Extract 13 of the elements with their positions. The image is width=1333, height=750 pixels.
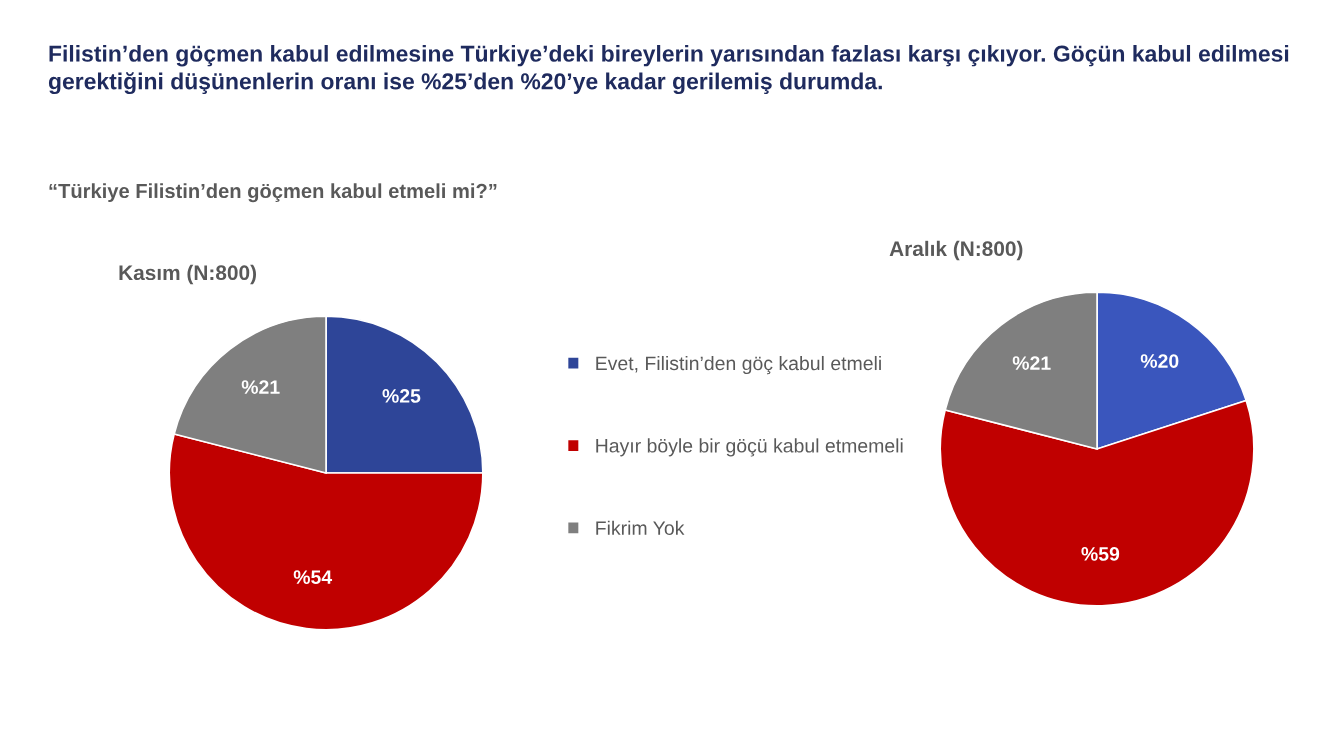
legend-label: Fikrim Yok xyxy=(596,520,685,535)
data-label: %20 xyxy=(1140,354,1179,368)
data-label: %25 xyxy=(382,389,421,403)
legend-label: Hayır böyle bir göçü kabul etmemeli xyxy=(596,438,903,457)
data-label: %21 xyxy=(1012,356,1051,370)
legend-label: Evet, Filistin’den göç kabul etmeli xyxy=(596,355,881,375)
chart-title: Aralık (N:800) xyxy=(889,240,1023,261)
text: “Türkiye Filistin’den göçmen kabul etmeli mi?” xyxy=(49,183,497,203)
data-label: %54 xyxy=(293,570,333,585)
text: Filistin’den göçmen kabul edilmesine Türkiye’deki bireylerin yarısından fazlası karşı çıkıyor. Göçün kabul edilmesi gerektiğini düşünenlerin oranı ise %25’den %20’ye kadar gerilemiş durumda. xyxy=(48,45,1289,95)
chart-title: Kasım (N:800) xyxy=(119,264,256,285)
data-label: %59 xyxy=(1081,547,1120,561)
data-label: %21 xyxy=(241,380,280,394)
